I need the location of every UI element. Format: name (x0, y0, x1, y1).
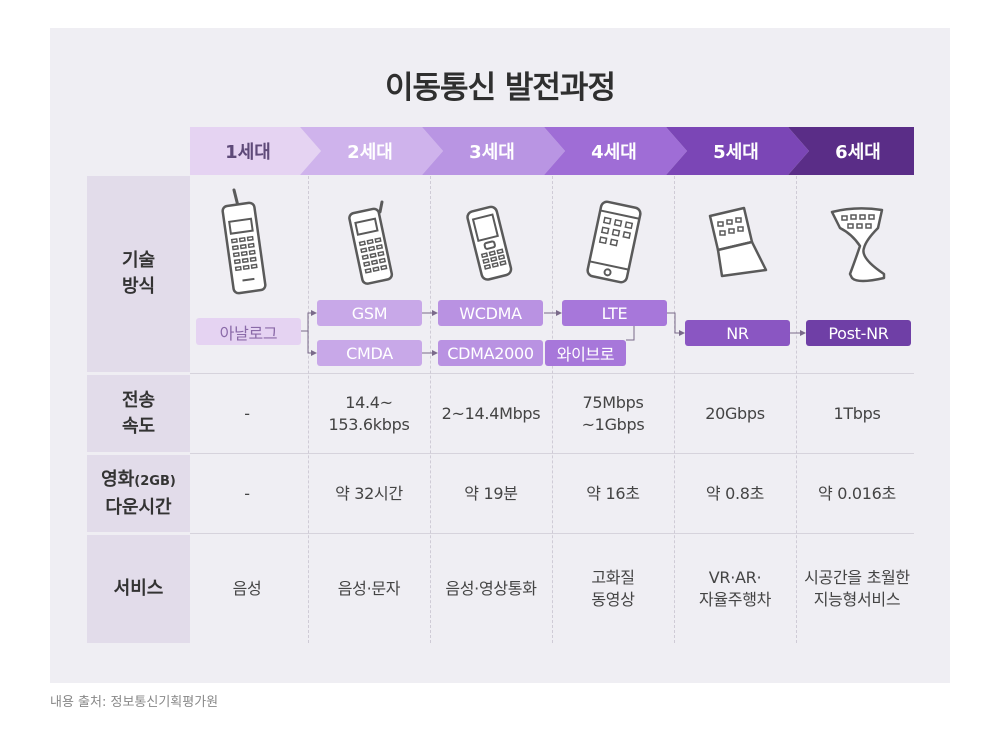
row-header-service: 서비스 (87, 535, 190, 643)
speed-cell-gen4: 75Mbps ~1Gbps (581, 392, 645, 434)
candybar-phone-icon (348, 200, 394, 285)
source-note: 내용 출처: 정보통신기획평가원 (50, 695, 219, 710)
brick-phone-icon (221, 188, 267, 295)
tech-box-wibro: 와이브로 (545, 340, 626, 366)
tech-box-analog: 아날로그 (196, 318, 301, 345)
download-cell-gen5: 약 0.8초 (705, 483, 765, 503)
column-divider (796, 176, 797, 643)
flexible-display-icon (830, 207, 886, 283)
service-cell-gen3: 음성·영상통화 (445, 579, 537, 598)
service-cell-gen2: 음성·문자 (337, 579, 401, 598)
service-cell-gen1: 음성 (232, 579, 262, 598)
gen-3-label: 3세대 (469, 142, 515, 163)
gen-6-label: 6세대 (835, 142, 881, 163)
generation-header-band (190, 127, 914, 175)
tech-box-lte: LTE (562, 300, 667, 326)
slim-phone-icon (466, 205, 513, 281)
tech-box-post-nr: Post-NR (806, 320, 911, 346)
column-divider (674, 176, 675, 643)
speed-cell-gen1: - (244, 403, 250, 423)
download-cell-gen2: 약 32시간 (335, 483, 403, 503)
row-header-download: 영화(2GB) 다운시간 (87, 455, 190, 532)
download-cell-gen6: 약 0.016초 (818, 483, 896, 503)
tech-box-nr: NR (685, 320, 790, 346)
tech-box-gsm: GSM (317, 300, 422, 326)
download-cell-gen4: 약 16초 (586, 483, 640, 503)
service-cell-gen5: VR·AR· 자율주행차 (698, 568, 772, 609)
row-header-speed: 전송 속도 (87, 375, 190, 452)
gen-5-label: 5세대 (713, 142, 759, 163)
download-cell-gen3: 약 19분 (464, 483, 518, 503)
row-header-tech: 기술 방식 (87, 176, 190, 372)
column-divider (552, 176, 553, 643)
speed-cell-gen6: 1Tbps (833, 403, 881, 423)
service-cell-gen6: 시공간을 초월한 지능형서비스 (804, 568, 910, 609)
tech-box-cdma2000: CDMA2000 (438, 340, 543, 366)
gen-2-label: 2세대 (347, 142, 393, 163)
page-title: 이동통신 발전과정 (385, 70, 616, 106)
gen-4-label: 4세대 (591, 142, 637, 163)
tech-box-wcdma: WCDMA (438, 300, 543, 326)
smartphone-icon (586, 200, 642, 284)
column-divider (308, 176, 309, 643)
tech-box-cmda: CMDA (317, 340, 422, 366)
service-cell-gen4: 고화질 동영상 (591, 568, 635, 609)
gen-1-label: 1세대 (225, 142, 271, 163)
speed-cell-gen3: 2~14.4Mbps (441, 403, 541, 423)
foldable-phone-icon (708, 206, 768, 278)
speed-cell-gen2: 14.4~ 153.6kbps (328, 392, 410, 434)
column-divider (430, 176, 431, 643)
download-cell-gen1: - (244, 483, 250, 503)
speed-cell-gen5: 20Gbps (705, 403, 765, 423)
